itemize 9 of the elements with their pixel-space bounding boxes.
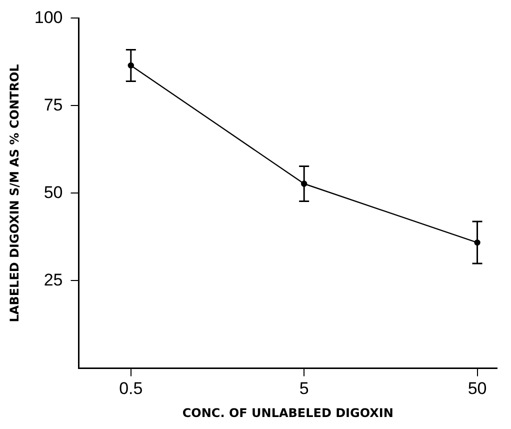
x-tick-label: 0.5: [119, 379, 143, 398]
x-tick-label: 50: [468, 379, 487, 398]
y-tick-label: 75: [44, 95, 63, 114]
y-tick-label: 25: [44, 270, 63, 290]
x-axis-title: CONC. OF UNLABELED DIGOXIN: [182, 406, 394, 420]
y-tick-label: 100: [34, 8, 63, 27]
y-axis-title: LABELED DIGOXIN S/M AS % CONTROL: [7, 64, 22, 322]
x-tick-label: 5: [299, 379, 309, 398]
y-tick-label: 50: [44, 182, 63, 202]
